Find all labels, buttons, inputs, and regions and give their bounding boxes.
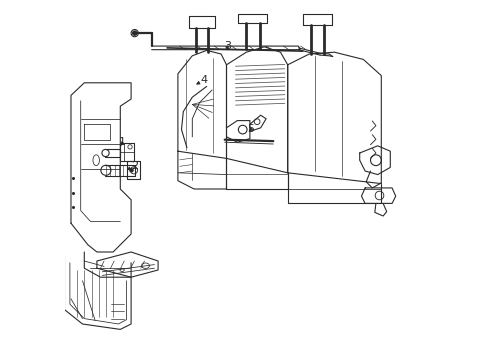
Circle shape (132, 31, 137, 35)
Circle shape (129, 168, 133, 172)
Text: 1: 1 (119, 137, 126, 147)
Text: 5: 5 (247, 124, 254, 134)
Text: 3: 3 (224, 41, 230, 51)
Text: 4: 4 (197, 75, 207, 85)
Text: 2: 2 (127, 161, 138, 171)
